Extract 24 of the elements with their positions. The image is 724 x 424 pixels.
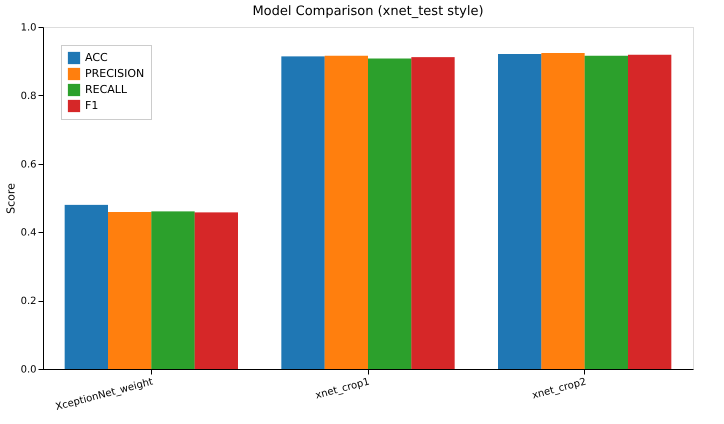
- bar: [281, 56, 325, 369]
- legend-label: F1: [85, 99, 98, 112]
- y-axis-title: Score: [4, 182, 18, 214]
- y-tick-label: 0.2: [20, 296, 36, 308]
- bar: [64, 204, 108, 369]
- y-tick-label: 0.6: [20, 159, 36, 170]
- legend-label: PRECISION: [85, 67, 144, 80]
- chart-title: Model Comparison (xnet_test style): [252, 4, 484, 19]
- bar: [411, 57, 455, 369]
- bar: [324, 56, 368, 369]
- bar: [108, 212, 152, 369]
- legend-label: RECALL: [85, 83, 128, 96]
- y-tick-label: 1.0: [20, 22, 36, 34]
- bar: [541, 52, 585, 369]
- legend-label: ACC: [85, 51, 108, 64]
- bar: [584, 56, 628, 369]
- y-tick-label: 0.8: [20, 90, 36, 102]
- bar: [194, 212, 238, 369]
- bar: [151, 211, 195, 369]
- y-tick-label: 0.4: [20, 228, 36, 239]
- bar: [368, 58, 412, 369]
- bar: [628, 54, 672, 369]
- y-tick-label: 0.0: [20, 364, 36, 376]
- bar: [498, 54, 542, 369]
